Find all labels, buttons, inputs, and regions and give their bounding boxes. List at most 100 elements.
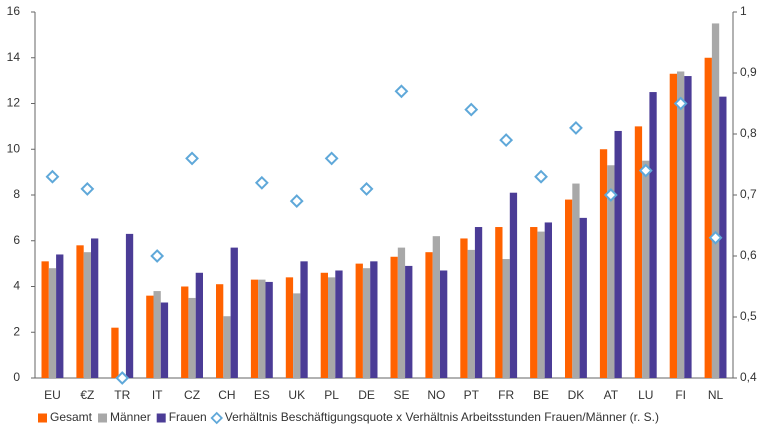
x-tick-label: PT: [464, 388, 480, 402]
bar: [684, 76, 692, 379]
bar: [285, 277, 294, 378]
x-tick-label: AT: [604, 388, 619, 402]
y-tick-label: 12: [7, 96, 21, 110]
bar: [328, 277, 336, 378]
bar: [719, 96, 727, 378]
ratio-marker: [359, 181, 374, 196]
ratio-marker: [534, 169, 548, 184]
y-tick-label: 0: [13, 370, 20, 384]
bar: [258, 279, 266, 378]
bar: [432, 236, 440, 378]
x-tick-label: FI: [675, 388, 686, 402]
bar: [440, 270, 448, 378]
bar: [599, 149, 608, 378]
ratio-marker: [569, 120, 583, 135]
bar: [83, 252, 91, 378]
ratio-marker: [638, 163, 653, 178]
y-tick-label: 4: [13, 279, 20, 293]
y2-tick-label: 0,8: [740, 126, 757, 140]
y-tick-label: 8: [13, 187, 20, 201]
bar: [425, 252, 433, 378]
bar: [390, 256, 398, 378]
bar: [677, 71, 685, 378]
legend-label: Frauen: [169, 410, 207, 424]
bar: [125, 233, 134, 378]
bar: [669, 73, 677, 378]
bar: [614, 130, 622, 378]
bar: [405, 265, 413, 378]
legend-swatch: [38, 413, 47, 423]
ratio-marker: [499, 133, 514, 148]
bar: [265, 281, 273, 378]
bar: [216, 284, 224, 378]
legend-label: Männer: [110, 410, 151, 424]
x-tick-label: IT: [152, 388, 163, 402]
bar: [565, 199, 573, 378]
bar: [634, 126, 643, 378]
x-tick-label: NO: [427, 388, 445, 402]
bar: [642, 160, 650, 378]
legend-swatch: [156, 413, 166, 423]
y2-tick-label: 0,5: [740, 309, 757, 323]
ratio-marker: [254, 175, 269, 190]
y-tick-label: 14: [7, 50, 21, 64]
bar: [250, 279, 259, 378]
ratio-marker: [324, 151, 339, 166]
x-tick-label: LU: [638, 388, 653, 402]
ratio-marker: [80, 181, 95, 196]
bar: [607, 165, 615, 378]
bar: [502, 259, 510, 378]
bar: [223, 316, 231, 378]
y-tick-label: 6: [13, 233, 20, 247]
ratio-marker: [673, 96, 688, 111]
legend-label: Verhältnis Beschäftigungsquote x Verhält…: [225, 410, 659, 424]
bar: [397, 247, 406, 378]
ratio-marker: [464, 102, 479, 117]
x-tick-label: BE: [533, 388, 549, 402]
bar: [76, 245, 84, 378]
bar: [111, 327, 119, 378]
ratio-marker: [115, 371, 130, 385]
bar: [188, 297, 196, 378]
ratio-marker: [289, 194, 304, 209]
bar: [153, 291, 161, 378]
bar: [56, 254, 64, 378]
bar: [293, 293, 301, 378]
bar: [495, 227, 503, 378]
bar: [160, 302, 169, 378]
bar: [320, 272, 328, 378]
x-tick-label: FR: [498, 388, 514, 402]
bar: [355, 263, 363, 378]
x-tick-label: CZ: [184, 388, 200, 402]
y2-tick-label: 1: [740, 4, 747, 18]
x-tick-label: €Z: [80, 388, 94, 402]
x-tick-label: NL: [708, 388, 724, 402]
bar: [544, 222, 552, 378]
bar: [460, 238, 468, 378]
bar: [146, 295, 154, 378]
ratio-marker: [185, 151, 199, 166]
bar: [649, 92, 657, 378]
bar: [41, 261, 49, 378]
ratio-marker: [603, 188, 618, 202]
x-tick-label: SE: [393, 388, 409, 402]
bar: [300, 261, 308, 378]
bar: [530, 227, 538, 378]
x-tick-label: DE: [358, 388, 375, 402]
bar: [91, 238, 99, 378]
bar: [181, 286, 189, 378]
ratio-marker: [150, 249, 165, 263]
bar: [362, 268, 371, 378]
bar: [48, 268, 57, 378]
bar: [704, 57, 712, 378]
x-tick-label: TR: [114, 388, 130, 402]
ratio-marker: [45, 169, 60, 184]
bar: [467, 249, 475, 378]
bar: [335, 270, 343, 378]
x-tick-label: DK: [568, 388, 585, 402]
bar: [474, 227, 483, 378]
bar: [579, 217, 587, 378]
y-tick-label: 10: [7, 141, 21, 155]
bar: [509, 192, 518, 378]
